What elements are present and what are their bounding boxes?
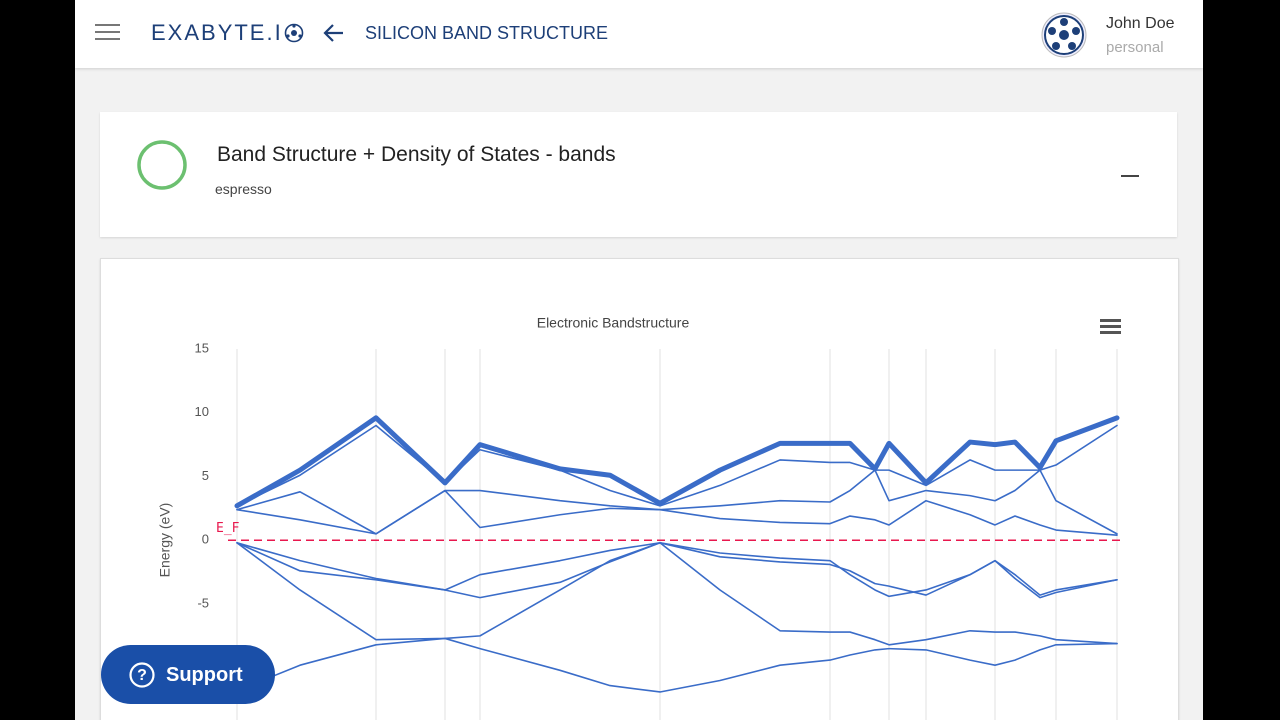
unit-subtitle: espresso — [215, 181, 272, 197]
chart-title: Electronic Bandstructure — [537, 315, 690, 331]
fermi-label: E_F — [216, 521, 240, 536]
header: EXABYTE.I SILICON BAND STRUCTURE John Do… — [75, 0, 1203, 68]
unit-title: Band Structure + Density of States - ban… — [217, 143, 616, 166]
page-title: SILICON BAND STRUCTURE — [365, 23, 609, 43]
band-line — [236, 489, 1118, 536]
status-icon — [137, 140, 187, 190]
user-name: John Doe — [1106, 15, 1175, 32]
support-icon: ? — [129, 662, 155, 688]
logo-icon — [284, 23, 304, 43]
y-axis-label: Energy (eV) — [157, 503, 173, 578]
logo[interactable]: EXABYTE.I — [151, 20, 283, 45]
band-line — [236, 542, 1118, 646]
avatar[interactable] — [1041, 12, 1087, 58]
back-button[interactable] — [323, 22, 345, 44]
y-tick-label: 0 — [202, 532, 209, 547]
support-button[interactable]: ? Support — [101, 645, 275, 704]
unit-card: Band Structure + Density of States - ban… — [100, 112, 1177, 237]
y-tick-label: 10 — [195, 404, 209, 419]
band-line — [236, 542, 1118, 598]
support-label: Support — [166, 664, 243, 686]
band-line — [234, 415, 1120, 509]
band-line — [236, 542, 1118, 599]
menu-button[interactable] — [95, 22, 121, 44]
y-tick-label: -5 — [197, 595, 209, 610]
account-type: personal — [1106, 39, 1164, 56]
y-tick-label: 15 — [195, 340, 209, 355]
y-tick-label: 5 — [202, 468, 209, 483]
collapse-button[interactable] — [1121, 175, 1139, 177]
chart-menu[interactable] — [1100, 319, 1121, 334]
svg-text:?: ? — [137, 667, 147, 684]
band-line — [236, 637, 1118, 693]
band-line — [236, 469, 1118, 535]
